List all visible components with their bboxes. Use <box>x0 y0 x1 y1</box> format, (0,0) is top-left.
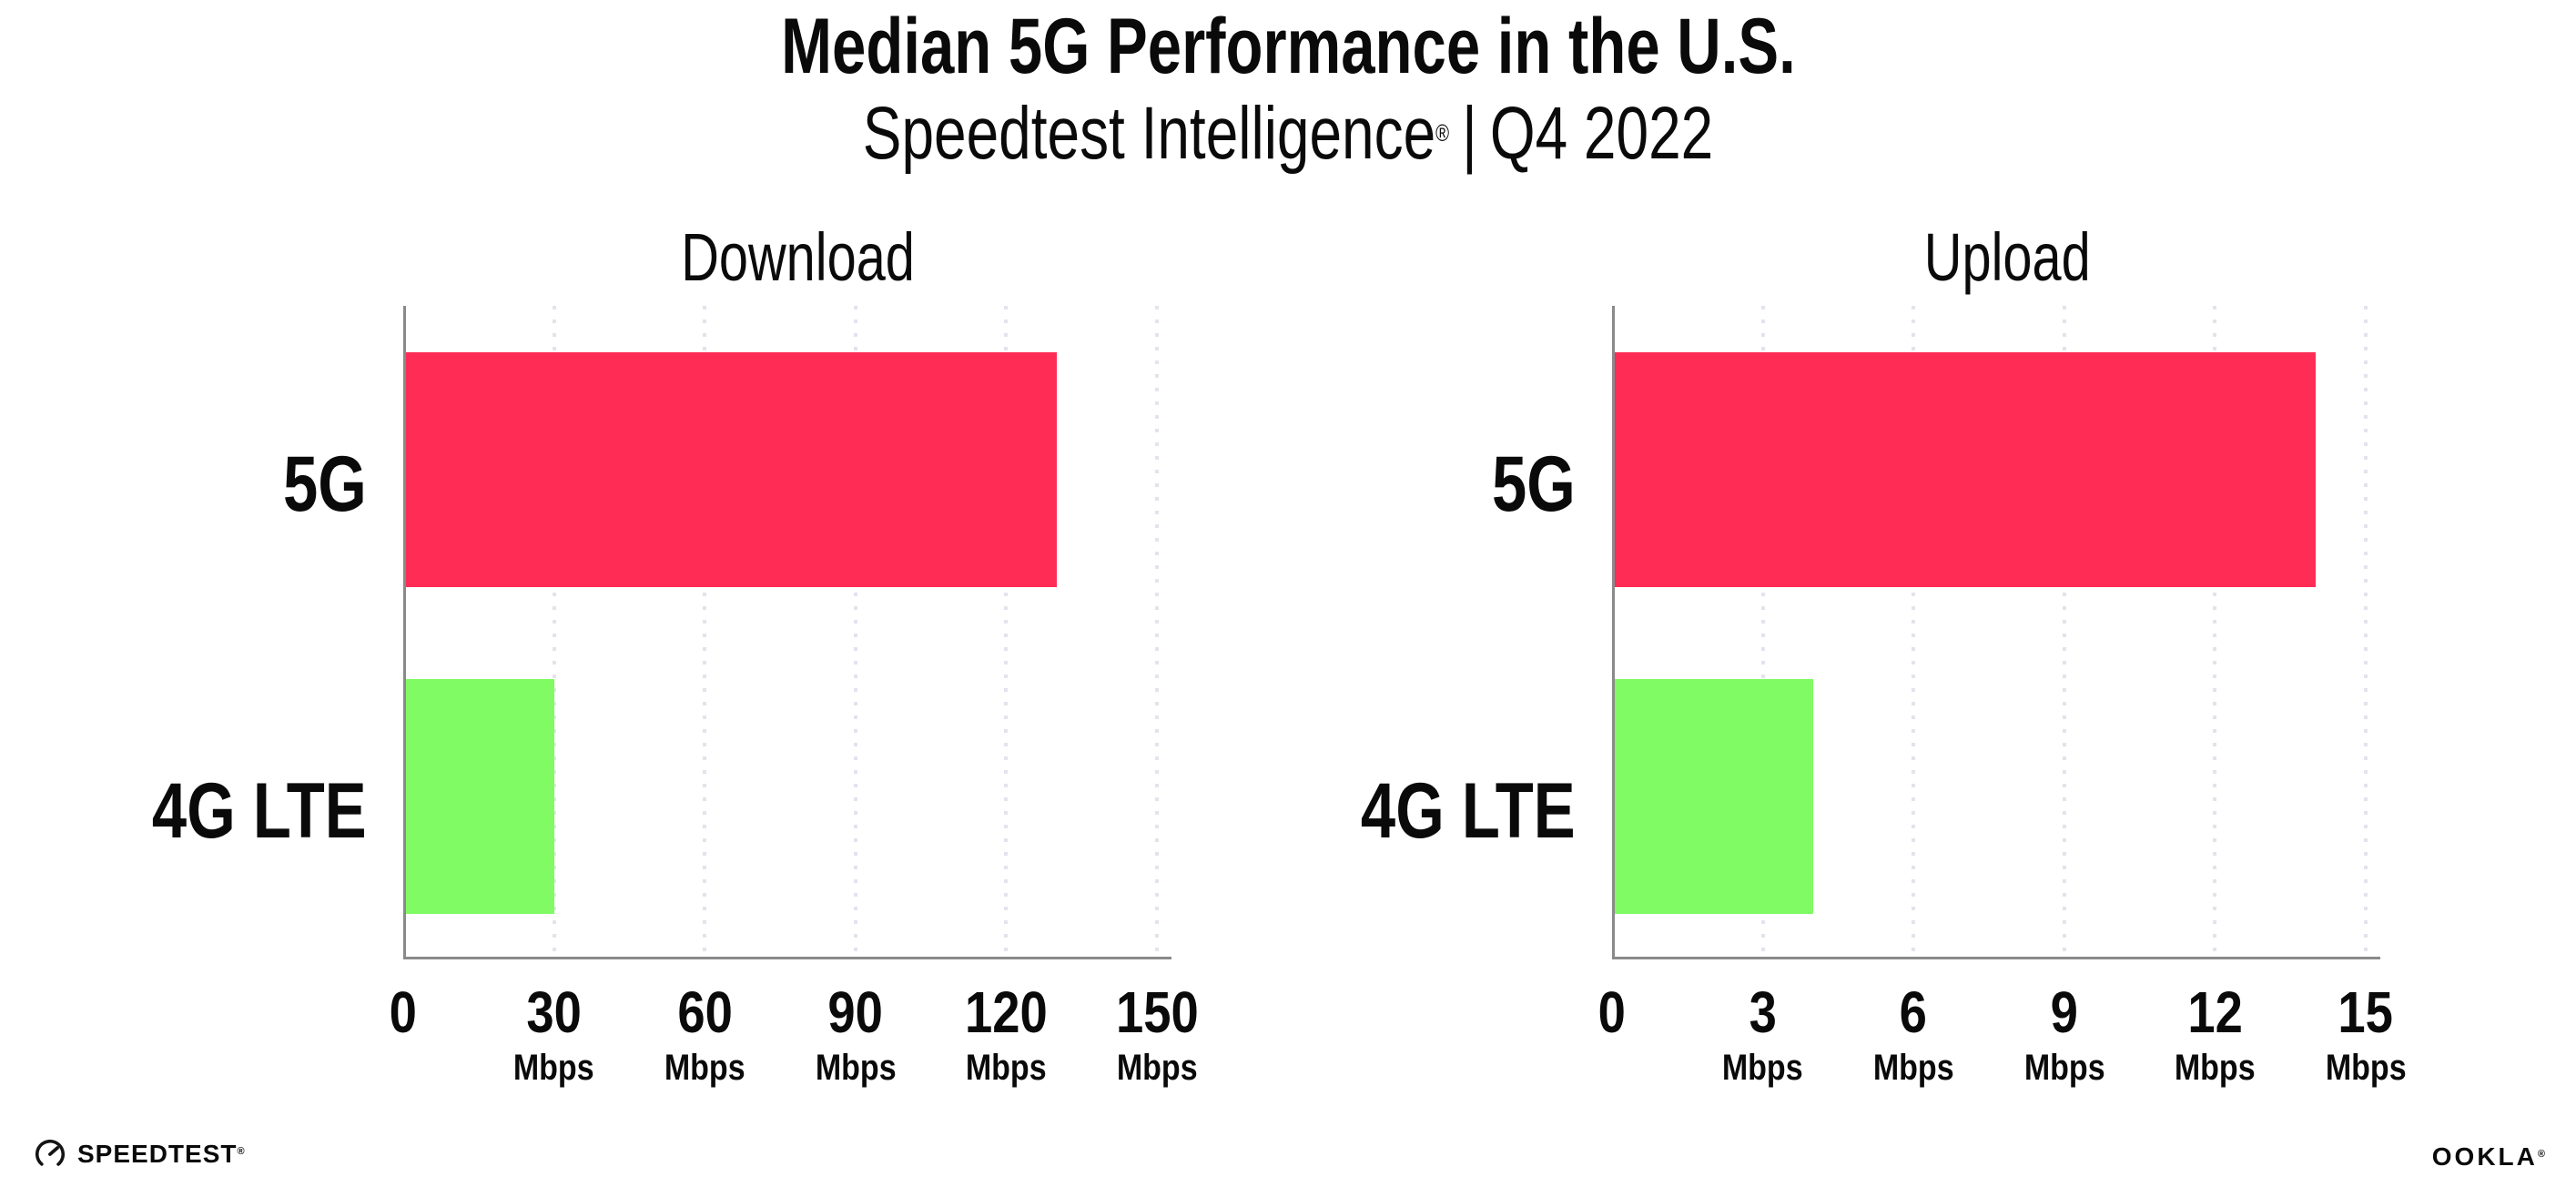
category-label-4g-lte: 4G LTE <box>152 767 367 855</box>
speedtest-registered-mark: ® <box>237 1146 245 1158</box>
y-axis-line <box>403 306 406 959</box>
x-tick-unit-3: Mbps <box>1722 1048 1803 1088</box>
download-chart-plot: 5G 4G LTE 0 30 Mbps 60 Mbps 90 Mbps 120 Mbps 150 Mbp… <box>152 306 1198 1087</box>
subtitle-separator: | <box>1462 92 1477 175</box>
x-axis-line <box>403 957 1171 959</box>
page-subtitle-text: Speedtest Intelligence® | Q4 2022 <box>863 91 1713 193</box>
x-tick-label-0: 0 <box>1597 979 1627 1045</box>
gridline-6-mbps <box>1912 306 1916 959</box>
gridline-90-mbps <box>853 306 857 959</box>
subtitle-period: Q4 2022 <box>1489 92 1714 175</box>
download-chart-title: Download <box>681 219 916 295</box>
bar-4g-lte-download <box>403 679 554 914</box>
speedtest-gauge-icon <box>35 1139 66 1170</box>
gridline-120-mbps <box>1004 306 1009 959</box>
x-tick-label-3: 3 <box>1749 979 1777 1045</box>
bar-4g-lte-upload <box>1612 679 1813 914</box>
x-tick-label-6: 6 <box>1900 979 1928 1045</box>
gridline-150-mbps <box>1155 306 1159 959</box>
x-tick-label-0: 0 <box>389 979 418 1045</box>
subtitle-brand: Speedtest Intelligence <box>862 92 1436 175</box>
category-label-5g: 5G <box>1492 441 1576 528</box>
category-label-4g-lte: 4G LTE <box>1361 767 1576 855</box>
ookla-logo-text: OOKLA <box>2431 1142 2538 1171</box>
x-tick-label-12: 12 <box>2187 979 2243 1045</box>
x-tick-unit-60: Mbps <box>664 1048 745 1088</box>
x-tick-label-120: 120 <box>965 979 1048 1045</box>
page-subtitle: Speedtest Intelligence® | Q4 2022 <box>0 91 2576 193</box>
x-tick-label-150: 150 <box>1115 979 1199 1045</box>
speedtest-logo-text: SPEEDTEST® <box>77 1140 245 1168</box>
x-axis-line <box>1612 957 2380 959</box>
x-tick-unit-150: Mbps <box>1116 1048 1198 1088</box>
x-tick-unit-6: Mbps <box>1872 1048 1954 1088</box>
gridline-3-mbps <box>1760 306 1765 959</box>
x-tick-unit-30: Mbps <box>513 1048 594 1088</box>
gauge-needle <box>48 1146 59 1156</box>
x-tick-label-90: 90 <box>827 979 884 1045</box>
page-title-text: Median 5G Performance in the U.S. <box>780 3 1796 90</box>
gridline-15-mbps <box>2364 306 2368 959</box>
registered-mark: ® <box>1435 119 1450 147</box>
ookla-logo: OOKLA® <box>2432 1142 2545 1172</box>
gridline-9-mbps <box>2062 306 2066 959</box>
x-tick-label-30: 30 <box>526 979 582 1045</box>
bar-5g-download <box>403 352 1057 587</box>
x-tick-unit-12: Mbps <box>2175 1048 2256 1088</box>
gridline-30-mbps <box>552 306 556 959</box>
speedtest-logo: SPEEDTEST® <box>33 1137 245 1172</box>
x-tick-unit-9: Mbps <box>2023 1048 2105 1088</box>
ookla-registered-mark: ® <box>2537 1149 2545 1161</box>
upload-chart-title: Upload <box>1923 219 2091 295</box>
gridline-60-mbps <box>703 306 707 959</box>
upload-chart-plot: 5G 4G LTE 0 3 Mbps 6 Mbps 9 Mbps 12 Mbps 15 Mbps <box>1361 306 2406 1087</box>
x-tick-label-9: 9 <box>2050 979 2078 1045</box>
page-title: Median 5G Performance in the U.S. <box>0 2 2576 91</box>
gridline-12-mbps <box>2213 306 2217 959</box>
x-tick-unit-15: Mbps <box>2325 1048 2407 1088</box>
x-tick-label-60: 60 <box>676 979 733 1045</box>
category-label-5g: 5G <box>283 441 367 528</box>
x-tick-label-15: 15 <box>2338 979 2394 1045</box>
bar-5g-upload <box>1612 352 2316 587</box>
y-axis-line <box>1612 306 1615 959</box>
x-tick-unit-120: Mbps <box>966 1048 1047 1088</box>
x-tick-unit-90: Mbps <box>815 1048 897 1088</box>
